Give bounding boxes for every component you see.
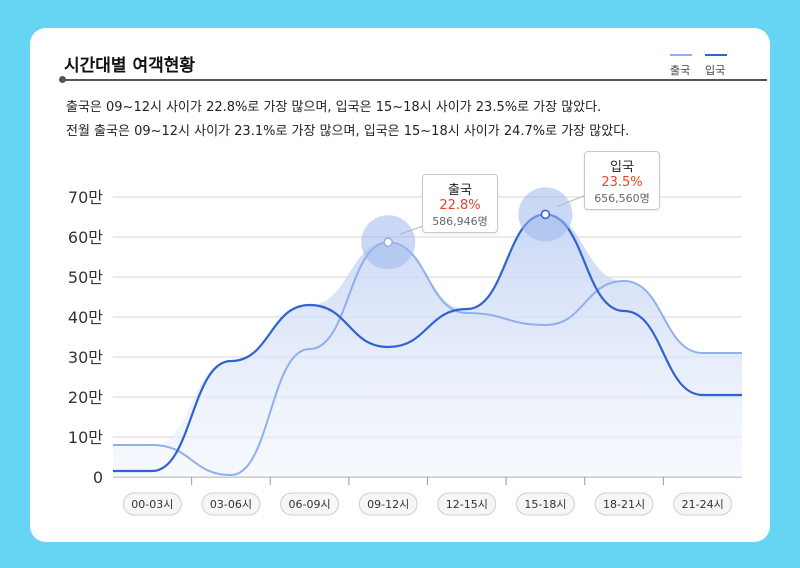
y-tick-label: 40만 <box>68 308 103 327</box>
x-tick-label: 09-12시 <box>367 498 409 511</box>
legend-item-arrival: 입국 <box>705 54 727 78</box>
legend-label-arrival: 입국 <box>705 64 726 77</box>
tooltip-connector <box>557 194 587 207</box>
title-rule-dot <box>59 76 66 83</box>
x-category-pill <box>201 492 261 516</box>
tooltip-departure-count: 586,946명 <box>432 215 488 228</box>
title-rule <box>63 79 767 81</box>
tooltip-arrival: 입국 23.5% 656,560명 <box>584 151 660 210</box>
tooltip-departure: 출국 22.8% 586,946명 <box>422 174 498 233</box>
x-category-pill <box>673 492 733 516</box>
legend-swatch-arrival <box>705 54 727 56</box>
legend-label-departure: 출국 <box>670 64 691 77</box>
area-fill <box>113 214 742 477</box>
y-tick-label: 30만 <box>68 348 103 367</box>
tooltip-arrival-name: 입국 <box>610 160 634 175</box>
x-tick-label: 06-09시 <box>289 498 331 511</box>
tooltip-arrival-count: 656,560명 <box>594 192 650 205</box>
tooltip-departure-pct: 22.8% <box>439 198 481 213</box>
x-category-pill <box>594 492 654 516</box>
x-category-pill <box>515 492 575 516</box>
x-tick-label: 21-24시 <box>682 498 724 511</box>
tooltip-connector <box>400 225 424 235</box>
y-tick-label: 60만 <box>68 228 103 247</box>
peak-point-arrival <box>540 209 551 220</box>
series-line-departure <box>113 241 742 477</box>
x-category-pill <box>358 492 418 516</box>
x-tick-label: 03-06시 <box>210 498 252 511</box>
y-tick-label: 70만 <box>68 188 103 207</box>
tooltip-departure-name: 출국 <box>448 183 472 198</box>
chart-title: 시간대별 여객현황 <box>64 56 196 76</box>
x-tick-label: 12-15시 <box>446 498 488 511</box>
series-line-arrival <box>113 213 742 473</box>
x-category-pill <box>122 492 182 516</box>
x-tick-label: 00-03시 <box>131 498 173 511</box>
summary-line-2: 전월 출국은 09~12시 사이가 23.1%로 가장 많으며, 입국은 15~… <box>66 124 630 139</box>
x-category-pill <box>437 492 497 516</box>
legend-swatch-departure <box>670 54 692 56</box>
x-tick-label: 15-18시 <box>524 498 566 511</box>
y-tick-label: 50만 <box>68 268 103 287</box>
legend-item-departure: 출국 <box>670 54 692 78</box>
tooltip-arrival-pct: 23.5% <box>601 175 643 190</box>
summary-line-1: 출국은 09~12시 사이가 22.8%로 가장 많으며, 입국은 15~18시… <box>66 100 602 115</box>
x-category-pill <box>280 492 340 516</box>
x-tick-label: 18-21시 <box>603 498 645 511</box>
y-tick-label: 20만 <box>68 388 103 407</box>
y-tick-label: 0 <box>93 468 103 487</box>
peak-point-departure <box>383 237 393 247</box>
y-tick-label: 10만 <box>68 428 103 447</box>
